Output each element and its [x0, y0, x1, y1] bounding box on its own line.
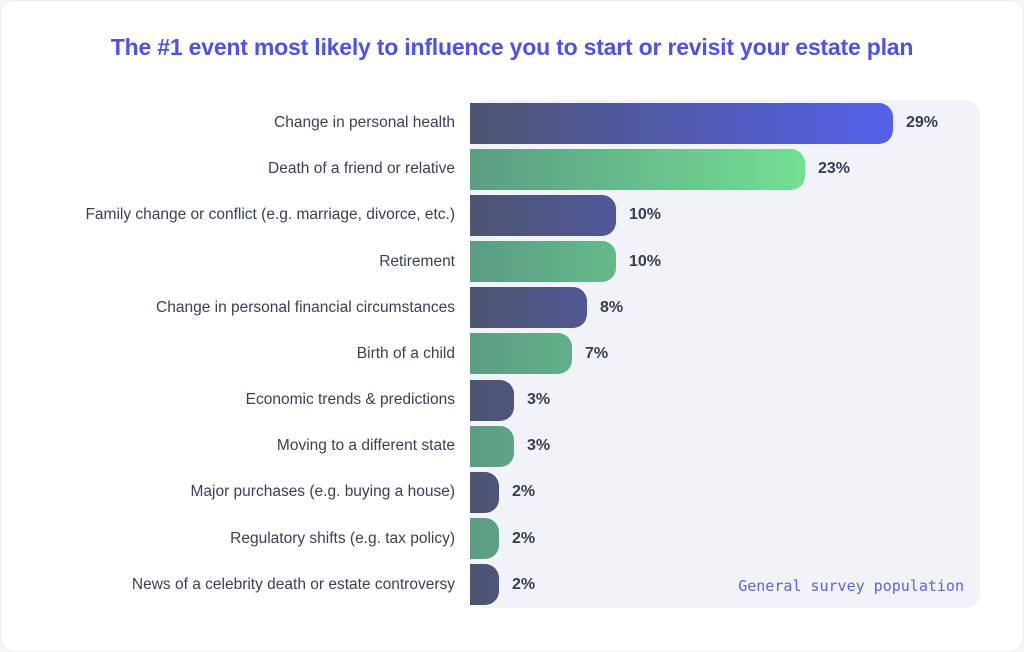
category-label-row: Change in personal financial circumstanc… — [0, 285, 455, 331]
bar — [470, 194, 616, 236]
category-label-row: Change in personal health — [0, 100, 455, 146]
category-label: Birth of a child — [356, 344, 455, 362]
bar-row: 8% — [470, 285, 980, 331]
bar-row: 10% — [470, 239, 980, 285]
category-label-row: Death of a friend or relative — [0, 146, 455, 192]
category-label-row: Major purchases (e.g. buying a house) — [0, 469, 455, 515]
bar-value-label: 7% — [585, 344, 609, 362]
bar — [470, 102, 893, 144]
bar-value-label: 3% — [527, 437, 551, 455]
category-label-row: Family change or conflict (e.g. marriage… — [0, 192, 455, 238]
category-label: Moving to a different state — [276, 437, 455, 455]
category-label: Change in personal financial circumstanc… — [156, 298, 455, 316]
legend-note: General survey population — [738, 577, 964, 595]
plot-area: 29% 23% 10% 10% 8% 7% 3% 3% 2% 2% 2% General survey… — [470, 100, 980, 608]
bar — [470, 425, 514, 467]
category-label-row: Moving to a different state — [0, 423, 455, 469]
bar-row: 3% — [470, 423, 980, 469]
bar — [470, 148, 805, 190]
category-label: Economic trends & predictions — [245, 391, 455, 409]
bar-value-label: 2% — [512, 575, 536, 593]
category-label: Family change or conflict (e.g. marriage… — [85, 206, 455, 224]
bar-value-label: 10% — [629, 252, 662, 270]
category-label-row: News of a celebrity death or estate cont… — [0, 562, 455, 608]
bar-value-label: 8% — [600, 298, 624, 316]
category-label: Change in personal health — [274, 114, 455, 132]
chart-title: The #1 event most likely to influence yo… — [110, 34, 914, 60]
bar-row: 2% — [470, 516, 980, 562]
bar — [470, 471, 499, 513]
bar — [470, 564, 499, 606]
category-label-row: Retirement — [0, 239, 455, 285]
bar-value-label: 2% — [512, 483, 536, 501]
bar-value-label: 10% — [629, 206, 662, 224]
category-label: Major purchases (e.g. buying a house) — [190, 483, 455, 501]
category-label: Retirement — [379, 252, 455, 270]
bar-value-label: 2% — [512, 529, 536, 547]
category-label: Death of a friend or relative — [268, 160, 455, 178]
bar — [470, 518, 499, 560]
category-label-row: Birth of a child — [0, 331, 455, 377]
bar-value-label: 29% — [906, 114, 939, 132]
bar — [470, 379, 514, 421]
bar-row: 7% — [470, 331, 980, 377]
bar-row: 23% — [470, 146, 980, 192]
category-label-row: Regulatory shifts (e.g. tax policy) — [0, 516, 455, 562]
bar — [470, 241, 616, 283]
category-label: Regulatory shifts (e.g. tax policy) — [230, 529, 455, 547]
category-label-row: Economic trends & predictions — [0, 377, 455, 423]
category-labels-column: Change in personal health Death of a frie… — [0, 100, 455, 608]
bar — [470, 333, 572, 375]
bar-row: 29% — [470, 100, 980, 146]
bar — [470, 287, 587, 329]
bar-value-label: 3% — [527, 391, 551, 409]
bar-row: 10% — [470, 192, 980, 238]
bar-row: 2% — [470, 469, 980, 515]
category-label: News of a celebrity death or estate cont… — [131, 575, 455, 593]
bar-value-label: 23% — [818, 160, 851, 178]
bar-row: 2% — [470, 562, 980, 608]
bar-row: 3% — [470, 377, 980, 423]
